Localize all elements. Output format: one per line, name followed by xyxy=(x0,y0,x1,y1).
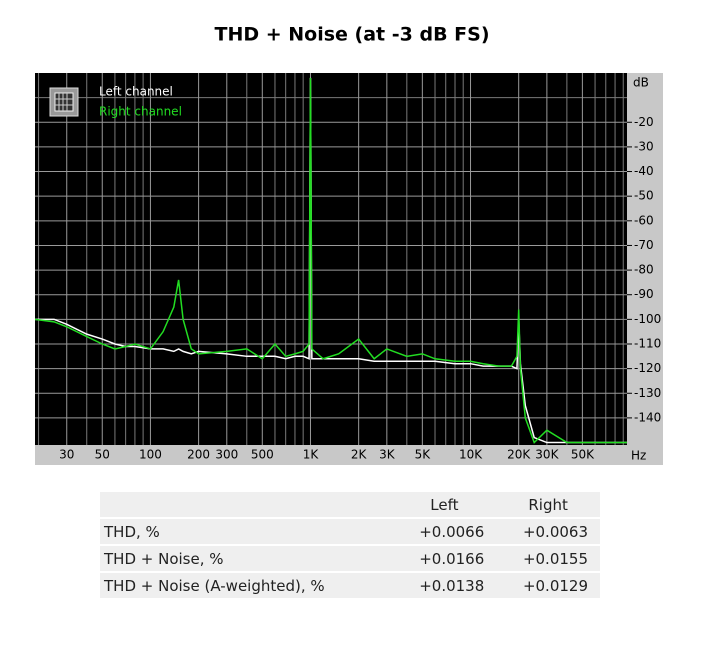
series-line xyxy=(35,77,627,444)
cell: +0.0166 xyxy=(392,546,497,571)
x-tick-label: 20K xyxy=(507,448,531,462)
y-tick-label: -120 xyxy=(634,361,661,375)
y-tick-label: -80 xyxy=(634,263,654,277)
x-tick-label: 1K xyxy=(303,448,320,462)
cell: +0.0066 xyxy=(392,519,497,544)
lines xyxy=(35,77,627,444)
y-tick-label: -90 xyxy=(634,287,654,301)
y-tick-label: -70 xyxy=(634,238,654,252)
cell: +0.0063 xyxy=(496,519,600,544)
chart-title: THD + Noise (at -3 dB FS) xyxy=(214,24,489,46)
x-tick-label: 30K xyxy=(535,448,559,462)
x-tick-label: 50K xyxy=(571,448,595,462)
y-unit: dB xyxy=(633,76,649,90)
x-tick-label: 5K xyxy=(415,448,432,462)
cell: +0.0155 xyxy=(496,546,600,571)
plot-area xyxy=(35,73,627,445)
x-tick-label: 2K xyxy=(351,448,368,462)
table-header: Left Right xyxy=(100,492,600,517)
grid xyxy=(35,73,627,445)
x-tick-label: 3K xyxy=(379,448,396,462)
legend-icon-grid xyxy=(55,93,73,111)
x-tick-label: 500 xyxy=(251,448,274,462)
y-tick-label: -30 xyxy=(634,139,654,153)
y-tick-label: -50 xyxy=(634,189,654,203)
y-tick-label: -60 xyxy=(634,213,654,227)
x-unit: Hz xyxy=(631,449,646,463)
x-tick-label: 50 xyxy=(95,448,110,462)
y-tick-label: -100 xyxy=(634,312,661,326)
row-label: THD + Noise, % xyxy=(100,546,393,571)
y-tick-label: -40 xyxy=(634,164,654,178)
row-label: THD, % xyxy=(100,519,393,544)
x-tick-label: 200 xyxy=(187,448,210,462)
header-cell: Right xyxy=(496,492,600,517)
cell: +0.0138 xyxy=(392,573,497,598)
x-tick-label: 300 xyxy=(215,448,238,462)
legend-icon xyxy=(49,87,79,117)
header-blank xyxy=(100,492,393,517)
table-row: THD + Noise, % +0.0166 +0.0155 xyxy=(100,546,600,571)
y-tick-label: -110 xyxy=(634,336,661,350)
x-tick-label: 30 xyxy=(59,448,74,462)
chart: THD + Noise (at -3 dB FS) dB Hz 30 50 100 2… xyxy=(35,24,663,465)
y-tick-label: -140 xyxy=(634,410,661,424)
x-tick-label: 10K xyxy=(459,448,483,462)
results-table: Left Right THD, % +0.0066 +0.0063 THD + No… xyxy=(100,490,600,600)
legend-label: Left channel xyxy=(99,85,173,99)
legend-icon-inner xyxy=(54,92,74,112)
x-tick-label: 100 xyxy=(139,448,162,462)
table-row: THD, % +0.0066 +0.0063 xyxy=(100,519,600,544)
legend-label: Right channel xyxy=(99,105,182,119)
header-cell: Left xyxy=(392,492,497,517)
row-label: THD + Noise (A-weighted), % xyxy=(100,573,393,598)
y-tick-label: -20 xyxy=(634,115,654,129)
table-row: THD + Noise (A-weighted), % +0.0138 +0.012… xyxy=(100,573,600,598)
cell: +0.0129 xyxy=(496,573,600,598)
y-tick-label: -130 xyxy=(634,386,661,400)
